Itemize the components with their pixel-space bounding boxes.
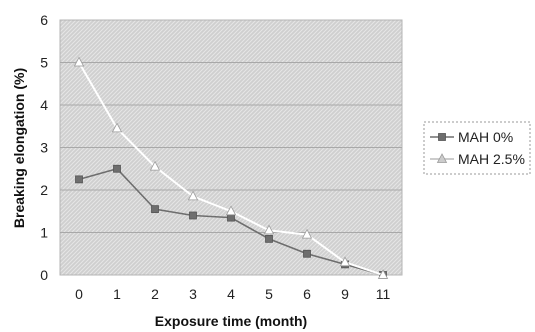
y-tick-label: 6: [40, 12, 48, 28]
x-tick-label: 2: [151, 286, 159, 302]
data-point: [113, 164, 121, 173]
data-point: [265, 234, 273, 243]
legend: MAH 0% MAH 2.5%: [423, 121, 531, 175]
data-point: [149, 160, 161, 171]
x-axis: 0 1 2 3 4 5 6 9 11: [75, 286, 390, 302]
x-tick-label: 0: [75, 286, 83, 302]
series-2: [73, 56, 389, 279]
x-tick-label: 5: [265, 286, 273, 302]
data-point: [111, 122, 123, 133]
y-axis-title: Breaking elongation (%): [11, 68, 27, 228]
data-point: [263, 224, 275, 235]
x-tick-label: 3: [189, 286, 197, 302]
legend-marker: [436, 153, 448, 163]
legend-box: [423, 121, 531, 175]
grid-lines: [60, 62, 402, 233]
data-point: [303, 249, 311, 258]
legend-marker: [438, 133, 446, 141]
data-point: [227, 213, 235, 222]
data-point: [301, 228, 313, 239]
y-tick-label: 3: [40, 140, 48, 156]
data-point: [189, 211, 197, 220]
y-axis: 0 1 2 3 4 5 6: [40, 12, 48, 283]
data-point: [225, 205, 237, 216]
data-point: [75, 175, 83, 184]
y-tick-label: 2: [40, 182, 48, 198]
y-tick-label: 1: [40, 225, 48, 241]
legend-item: MAH 0%: [430, 129, 513, 145]
data-point: [339, 256, 351, 267]
data-point: [73, 56, 85, 67]
x-axis-title: Exposure time (month): [155, 313, 307, 329]
data-point: [377, 269, 389, 279]
y-tick-label: 5: [40, 55, 48, 71]
y-tick-label: 4: [40, 97, 48, 113]
x-tick-label: 4: [227, 286, 235, 302]
data-point: [151, 205, 159, 214]
x-tick-label: 9: [341, 286, 349, 302]
x-tick-label: 6: [303, 286, 311, 302]
y-tick-label: 0: [40, 267, 48, 283]
x-tick-label: 11: [376, 286, 391, 302]
legend-label: MAH 2.5%: [458, 151, 525, 167]
series-layer: [73, 56, 389, 279]
legend-label: MAH 0%: [458, 129, 513, 145]
legend-item: MAH 2.5%: [430, 151, 525, 167]
data-point: [187, 190, 199, 201]
x-tick-label: 1: [113, 286, 121, 302]
